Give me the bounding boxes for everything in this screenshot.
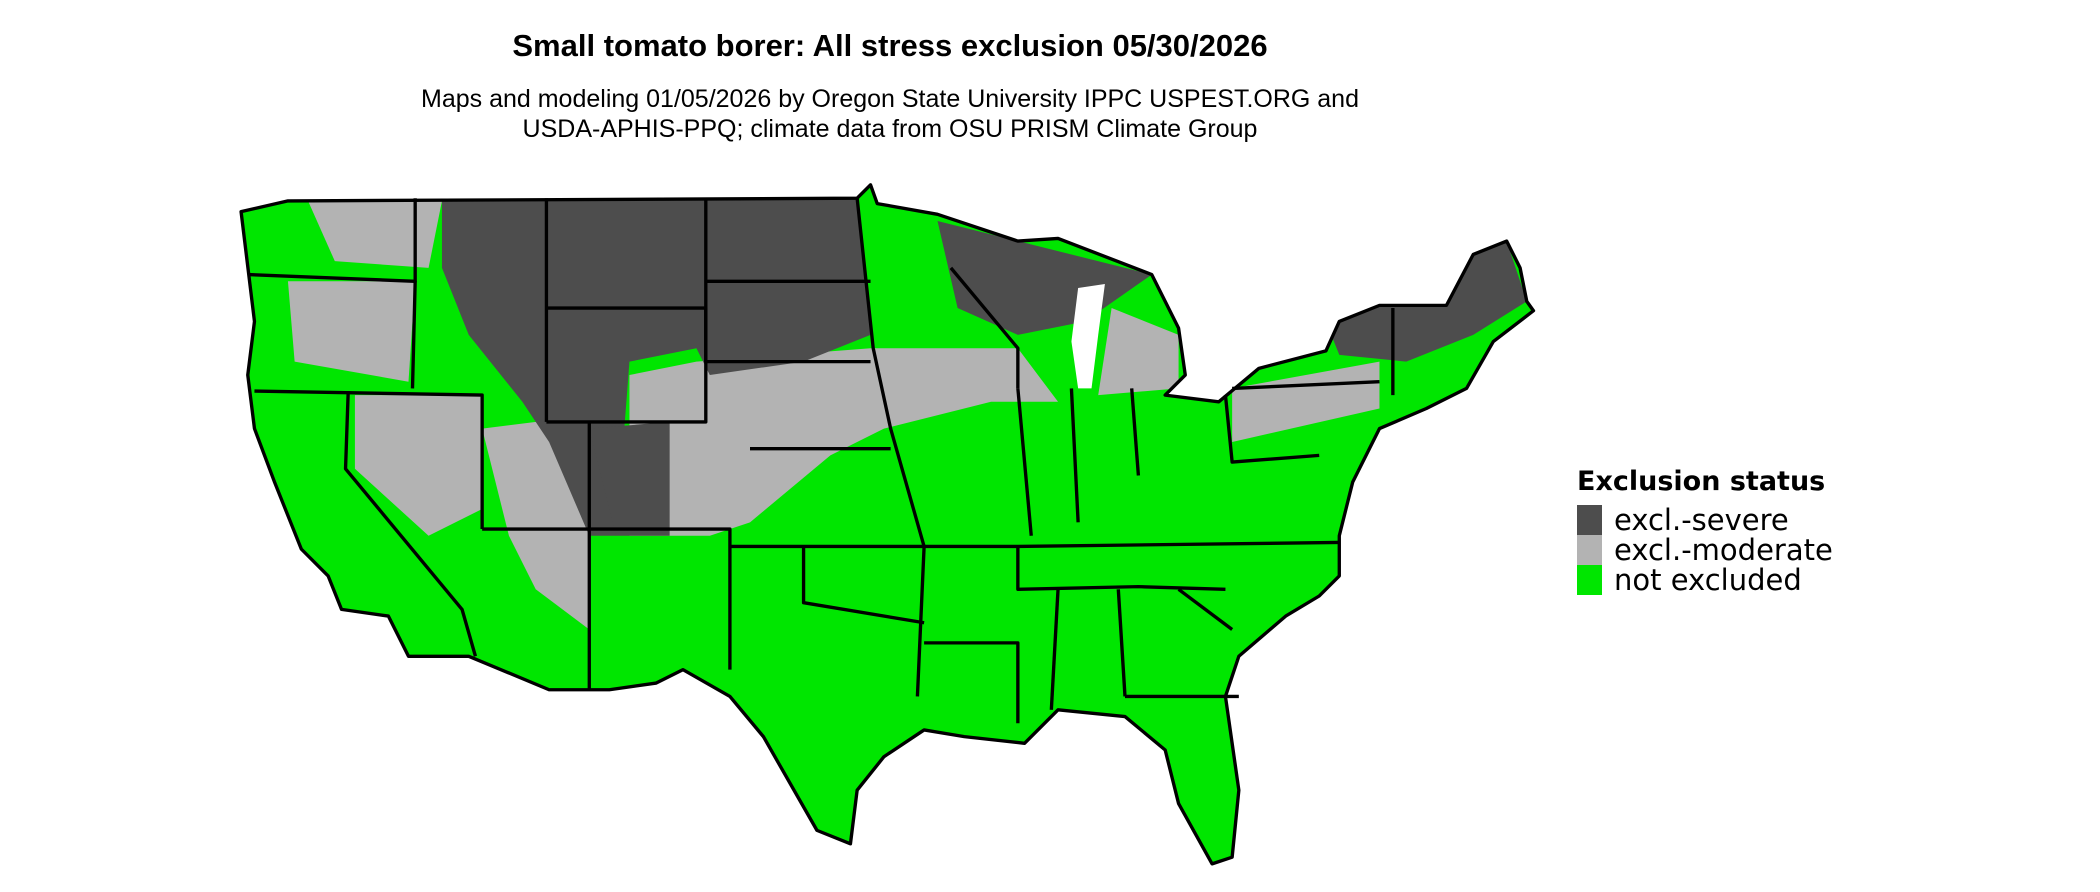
legend-item-severe: excl.-severe bbox=[1577, 503, 1833, 537]
state-borders bbox=[239, 183, 1536, 866]
legend: Exclusion status excl.-severe excl.-mode… bbox=[1577, 466, 1833, 597]
map-subtitle: Maps and modeling 01/05/2026 by Oregon S… bbox=[0, 84, 1780, 144]
subtitle-line-2: USDA-APHIS-PPQ; climate data from OSU PR… bbox=[522, 115, 1258, 143]
legend-label: excl.-severe bbox=[1614, 503, 1789, 537]
lake-michigan bbox=[1071, 283, 1105, 389]
legend-swatch-severe bbox=[1577, 505, 1602, 535]
legend-label: excl.-moderate bbox=[1614, 533, 1833, 567]
legend-swatch-moderate bbox=[1577, 535, 1602, 565]
legend-item-not-excluded: not excluded bbox=[1577, 563, 1833, 597]
legend-swatch-not-excluded bbox=[1577, 565, 1602, 595]
map-title: Small tomato borer: All stress exclusion… bbox=[512, 28, 1268, 63]
subtitle-line-1: Maps and modeling 01/05/2026 by Oregon S… bbox=[421, 85, 1359, 113]
legend-label: not excluded bbox=[1614, 563, 1802, 597]
legend-item-moderate: excl.-moderate bbox=[1577, 533, 1833, 567]
legend-title: Exclusion status bbox=[1577, 466, 1826, 497]
